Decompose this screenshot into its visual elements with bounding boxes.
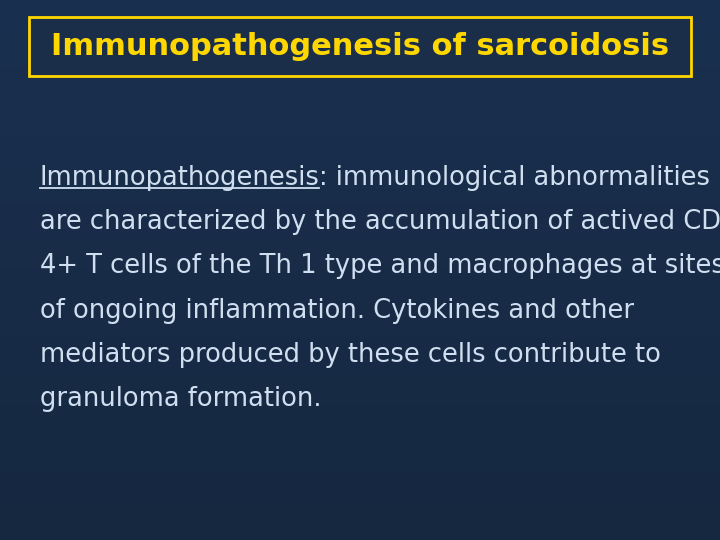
Text: mediators produced by these cells contribute to: mediators produced by these cells contri… (40, 342, 660, 368)
FancyBboxPatch shape (29, 17, 691, 76)
Text: : immunological abnormalities: : immunological abnormalities (320, 165, 711, 191)
Text: 4+ T cells of the Th 1 type and macrophages at sites: 4+ T cells of the Th 1 type and macropha… (40, 253, 720, 279)
Text: granuloma formation.: granuloma formation. (40, 386, 321, 412)
Text: Immunopathogenesis of sarcoidosis: Immunopathogenesis of sarcoidosis (51, 32, 669, 61)
Text: are characterized by the accumulation of actived CD: are characterized by the accumulation of… (40, 209, 720, 235)
Text: of ongoing inflammation. Cytokines and other: of ongoing inflammation. Cytokines and o… (40, 298, 634, 323)
Text: Immunopathogenesis: Immunopathogenesis (40, 165, 320, 191)
